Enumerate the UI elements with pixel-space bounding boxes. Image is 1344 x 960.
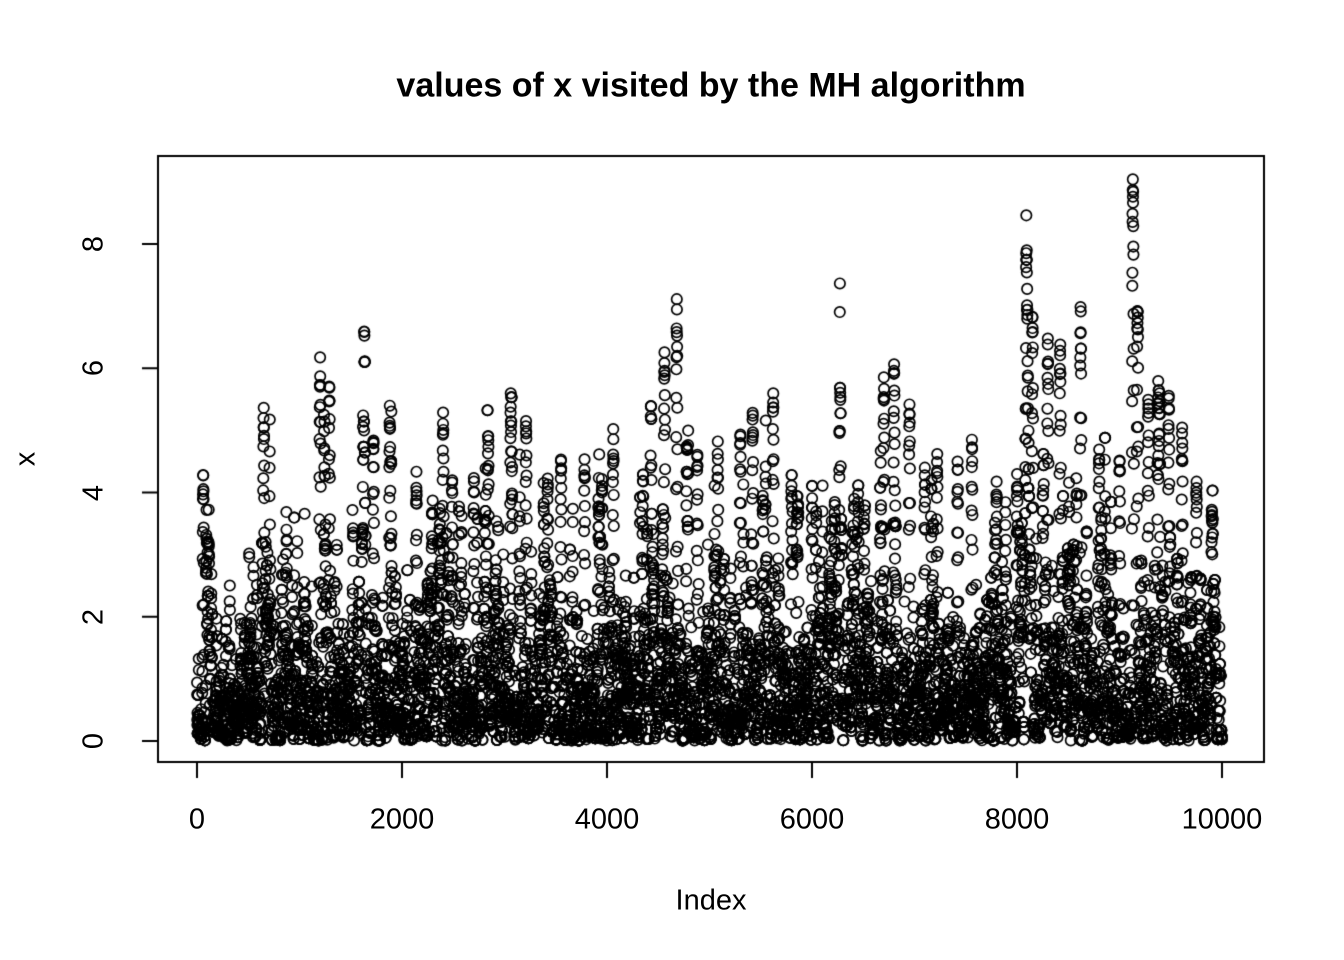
chart-title: values of x visited by the MH algorithm	[396, 66, 1026, 105]
x-axis-label: Index	[675, 884, 747, 917]
x-tick-label-10000: 10000	[1181, 803, 1263, 836]
x-tick-label-8000: 8000	[984, 803, 1050, 836]
y-tick-label-4: 4	[77, 484, 110, 501]
y-tick-label-2: 2	[77, 608, 110, 625]
x-tick-label-6000: 6000	[779, 803, 845, 836]
x-tick-label-4000: 4000	[574, 803, 640, 836]
x-tick-label-0: 0	[188, 803, 206, 836]
y-tick-label-0: 0	[77, 732, 110, 750]
y-axis-label: x	[9, 451, 42, 467]
y-tick-label-8: 8	[77, 235, 110, 253]
x-tick-label-2000: 2000	[369, 803, 435, 836]
y-tick-label-6: 6	[77, 360, 110, 377]
